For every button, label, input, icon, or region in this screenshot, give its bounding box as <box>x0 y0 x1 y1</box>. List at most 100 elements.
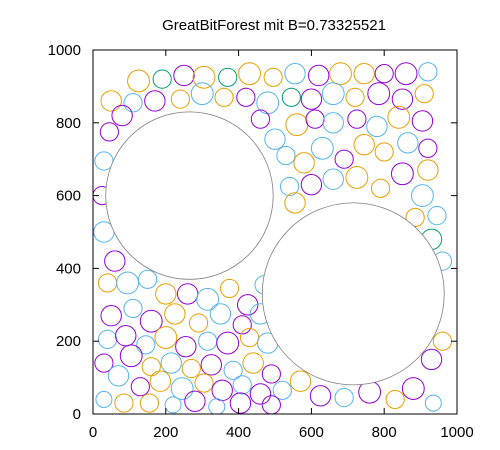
circle-point-112 <box>164 396 182 414</box>
circle-point-101 <box>149 370 172 392</box>
circle-point-122 <box>424 394 442 412</box>
circle-point-58 <box>405 207 425 228</box>
x-tick-label-2: 400 <box>226 424 251 441</box>
circle-point-91 <box>119 344 143 368</box>
circle-point-50 <box>322 168 344 190</box>
circle-point-45 <box>374 142 394 162</box>
circle-point-27 <box>391 88 414 110</box>
circle-point-41 <box>293 152 315 174</box>
circle-point-109 <box>95 390 113 408</box>
circle-point-79 <box>232 315 252 335</box>
circle-point-110 <box>114 393 134 413</box>
circle-point-69 <box>196 287 220 311</box>
circle-point-43 <box>334 149 354 169</box>
circle-point-26 <box>367 82 391 106</box>
circle-point-111 <box>139 393 160 413</box>
chart-title: GreatBitForest mit B=0.73325521 <box>162 17 386 34</box>
circle-point-67 <box>155 283 177 305</box>
circle-point-65 <box>116 271 140 295</box>
circle-point-18 <box>190 82 214 106</box>
circle-point-108 <box>289 370 312 392</box>
circle-point-28 <box>414 84 434 104</box>
circle-point-5 <box>238 62 261 86</box>
circle-point-23 <box>300 88 323 110</box>
circle-point-115 <box>229 392 252 414</box>
circle-point-54 <box>417 159 439 181</box>
circle-point-93 <box>160 352 182 374</box>
circle-point-39 <box>411 110 434 132</box>
circle-point-51 <box>345 165 369 189</box>
circle-point-16 <box>144 90 166 112</box>
circle-point-20 <box>236 87 256 107</box>
circle-point-30 <box>111 104 133 127</box>
large-circle-0 <box>105 111 274 280</box>
circle-point-17 <box>170 89 190 109</box>
circle-point-120 <box>385 389 405 410</box>
circle-point-77 <box>188 313 209 333</box>
circle-point-4 <box>218 67 238 87</box>
circle-point-63 <box>104 250 126 272</box>
circle-point-44 <box>353 133 375 156</box>
circle-point-97 <box>242 352 264 374</box>
circle-point-87 <box>216 331 240 355</box>
x-axis: 0 200 400 600 800 1000 <box>89 50 474 441</box>
circle-point-34 <box>305 109 325 129</box>
y-tick-label-5: 1000 <box>48 42 81 59</box>
x-tick-label-3: 600 <box>299 424 324 441</box>
circle-point-90 <box>94 353 114 373</box>
circle-point-47 <box>418 138 438 158</box>
circle-point-2 <box>173 64 195 87</box>
circle-point-88 <box>239 327 260 348</box>
circle-point-12 <box>394 62 418 86</box>
circle-point-123 <box>420 348 443 371</box>
circle-point-68 <box>176 283 199 305</box>
circle-point-66 <box>138 269 158 289</box>
circle-point-33 <box>285 113 309 137</box>
circle-point-42 <box>310 136 334 160</box>
large-circle-1 <box>261 202 445 386</box>
circle-point-7 <box>284 62 306 85</box>
circle-point-15 <box>123 93 143 113</box>
circle-point-70 <box>219 278 240 299</box>
circle-point-92 <box>141 357 161 377</box>
circle-point-100 <box>130 377 150 397</box>
circle-point-48 <box>279 176 300 197</box>
y-tick-label-3: 600 <box>56 188 81 205</box>
circle-point-118 <box>334 388 354 408</box>
circle-point-116 <box>261 395 281 414</box>
circle-point-13 <box>418 62 438 82</box>
circle-point-76 <box>164 303 186 325</box>
x-tick-label-4: 800 <box>372 424 397 441</box>
x-tick-label-5: 1000 <box>440 424 473 441</box>
circle-point-99 <box>107 365 130 387</box>
circle-point-25 <box>345 87 365 107</box>
circle-point-14 <box>100 90 122 112</box>
circle-point-85 <box>175 335 197 358</box>
plot-frame <box>92 49 458 415</box>
circle-point-32 <box>264 128 286 150</box>
circle-point-49 <box>300 173 323 196</box>
circle-point-82 <box>115 325 137 347</box>
circle-point-22 <box>281 87 301 107</box>
circle-point-0 <box>127 69 150 93</box>
y-tick-label-2: 400 <box>56 260 81 277</box>
circle-point-9 <box>329 62 352 86</box>
circle-point-11 <box>374 64 394 84</box>
circle-point-73 <box>100 305 122 327</box>
circle-point-3 <box>192 65 216 89</box>
circle-point-57 <box>427 206 447 226</box>
circle-point-8 <box>307 64 330 87</box>
circle-point-53 <box>390 162 414 186</box>
y-tick-label-0: 0 <box>73 406 81 423</box>
circle-point-124 <box>432 331 453 351</box>
circle-point-36 <box>347 109 367 129</box>
circle-point-86 <box>198 331 218 351</box>
circle-point-24 <box>321 82 345 106</box>
circle-point-55 <box>284 192 306 214</box>
circle-point-95 <box>200 354 222 376</box>
circle-point-94 <box>181 358 201 379</box>
circle-point-98 <box>261 364 281 384</box>
circle-point-6 <box>263 67 283 87</box>
circle-point-113 <box>184 390 206 412</box>
